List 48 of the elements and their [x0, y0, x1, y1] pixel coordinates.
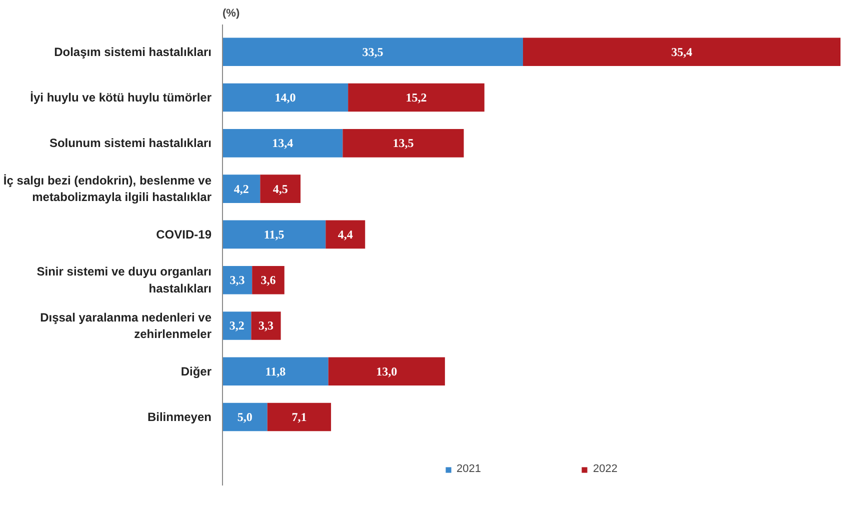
legend-label: 2022 [593, 463, 618, 475]
y-tick-label: İç salgı bezi (endokrin), beslenme ve metabolizmayla ilgili hastalıklar [3, 173, 212, 204]
data-label: 13,4 [272, 136, 294, 150]
data-label: 14,0 [274, 90, 296, 105]
bar [252, 266, 284, 294]
bar [222, 129, 343, 158]
bar [267, 402, 332, 432]
y-tick-label: İyi huylu ve kötü huylu tümörler [30, 90, 212, 105]
data-label: 7,1 [292, 410, 307, 424]
data-label: 3,6 [260, 273, 276, 288]
bar [222, 266, 252, 294]
y-tick-label: Dışsal yaralanma nedenleri ve zehirlenmeler [40, 310, 212, 342]
bar [222, 220, 326, 249]
data-label: 13,5 [392, 136, 414, 150]
y-tick-label: COVID-19 [156, 227, 212, 242]
bar [251, 312, 281, 340]
data-label: 35,4 [671, 44, 692, 59]
data-label: 11,5 [264, 227, 284, 242]
y-tick-label: Dolaşım sistemi hastalıkları [54, 44, 212, 59]
y-tick-label: Solunum sistemi hastalıkları [49, 136, 212, 150]
data-label: 33,5 [362, 44, 384, 59]
data-label: 4,4 [338, 227, 353, 242]
y-tick-label: Bilinmeyen [147, 410, 212, 424]
data-label: 4,2 [234, 182, 249, 196]
bar [222, 83, 348, 112]
chart-title: (%) [222, 8, 240, 20]
data-label: 4,5 [272, 182, 288, 196]
data-label: 11,8 [265, 364, 286, 378]
data-label: 3,3 [230, 273, 245, 288]
bar [222, 402, 268, 432]
bar [260, 174, 301, 203]
data-label: 3,3 [258, 318, 274, 333]
bar [222, 312, 252, 340]
bar [342, 129, 464, 158]
bar [348, 83, 484, 112]
data-label: 15,2 [406, 90, 427, 105]
data-label: 5,0 [237, 410, 252, 424]
y-tick-label: Sinir sistemi ve duyu organları hastalıkları [36, 264, 212, 296]
data-label: 3,2 [229, 318, 244, 333]
legend-label: 2021 [456, 463, 481, 475]
bar [326, 220, 366, 249]
bar [222, 38, 523, 66]
data-label: 13,0 [376, 364, 398, 378]
y-tick-label: Diğer [180, 364, 212, 378]
bar [522, 38, 840, 66]
bar [222, 174, 260, 203]
bar [328, 357, 445, 386]
bar [222, 357, 328, 386]
